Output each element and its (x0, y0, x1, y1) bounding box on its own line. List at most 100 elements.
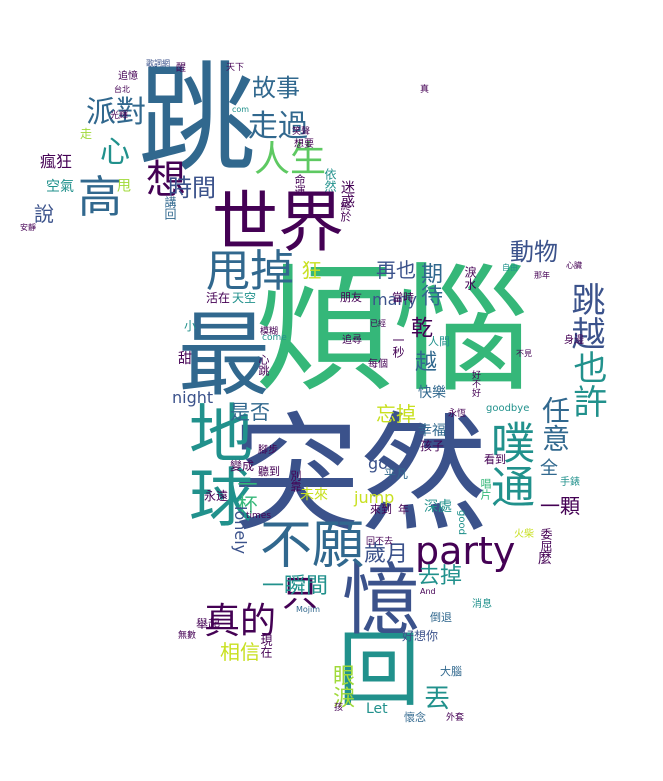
word-feng-kuang: 瘋狂 (40, 152, 73, 171)
word-yi-shun-jian: 一瞬間 (262, 574, 329, 599)
word-xiao-sheng: 笑聲 (292, 127, 311, 137)
word-dong-wu: 動物 (510, 238, 558, 266)
word-shi-fou: 是否 (230, 400, 270, 424)
word-sui-yue: 歲月 (364, 542, 409, 567)
word-di-qiu: 地球 (178, 400, 252, 528)
word-yue: 越 (411, 350, 436, 372)
word-an-jing: 安靜 (20, 223, 36, 232)
word-yi-bei: 一杯 (234, 474, 258, 514)
word-shen-bian: 身邊 (564, 335, 584, 346)
word-tu-ran: 突然 (232, 401, 489, 550)
word-come: come (262, 333, 287, 343)
word-zai-ye: 再也 (376, 258, 416, 282)
word-ju-qi: 舉起 (196, 617, 221, 631)
word-ye-xu: 也許 (567, 350, 607, 418)
word-zhi: 只 (276, 574, 317, 610)
word-com: com (232, 105, 250, 114)
word-xiang-xin: 相信 (220, 640, 260, 664)
word-qi-dai: 期待 (417, 262, 442, 306)
word-nian: 年 (398, 503, 409, 516)
word-ren-yi: 任意 (538, 396, 571, 452)
word-shuo: 說 (34, 202, 54, 226)
word-mojim: Mojim (296, 605, 321, 614)
word-zou-guo: 走過 (248, 109, 308, 144)
word-bie-kao: 別靠 (289, 470, 302, 492)
word-hui-bu-qu: 回不去 (366, 537, 394, 547)
word-huai-nian: 懷念 (404, 711, 426, 724)
word-bu-yuan: 不願 (260, 516, 365, 576)
word-shi-jian: 時間 (168, 174, 216, 202)
word-lonely: lonely (231, 506, 250, 555)
word-ge-ci: 歌詞網 (146, 59, 170, 68)
word-xing-fu: 幸福 (418, 423, 446, 439)
word-tian-kong: 天空 (232, 291, 257, 305)
word-xiang: 想 (139, 158, 185, 198)
word-zhen-de: 真的 (204, 601, 277, 642)
word-me: 麼 (538, 551, 552, 567)
word-qu-diao: 去掉 (418, 564, 463, 589)
word-da-nao: 大腦 (440, 665, 462, 678)
word-tiao-yue: 跳越 (565, 282, 605, 350)
word-xin-tiao: 心跳 (257, 354, 270, 376)
word-yan-lei: 眼淚 (329, 664, 354, 708)
word-hao-xiang-ni: 好想你 (402, 629, 439, 643)
word-shuai: 甩 (115, 178, 131, 192)
word-wang-diao: 忘掉 (376, 402, 416, 426)
word-good: good (456, 510, 467, 535)
word-jiang-hui: 講回 (163, 196, 177, 220)
word-mi-huo: 迷惑 (339, 180, 355, 208)
word-goodbye: goodbye (486, 403, 530, 414)
word-shuai-diao: 甩掉 (206, 246, 294, 297)
word-ping-fan: 平凡 (384, 467, 409, 481)
word-peng-you: 朋友 (340, 291, 362, 304)
word-xiang-yao: 想要 (294, 139, 314, 150)
word-zhui-yi: 追憶 (118, 71, 138, 82)
word-zi-you: 自由 (502, 263, 518, 272)
word-and: And (420, 587, 436, 596)
word-fan-nao: 煩惱 (255, 250, 532, 411)
word-wei-qu: 委屈 (539, 528, 553, 552)
word-kan-dao: 看到 (484, 453, 506, 466)
word-hui: 回 (338, 623, 421, 718)
word-night: night (172, 388, 214, 407)
word-tian-xia: 天下 (226, 63, 245, 73)
word-shi-jie: 世界 (212, 184, 344, 261)
word-zui: 最 (178, 302, 271, 409)
word-hai: 孩 (334, 703, 344, 713)
word-pu-tong: 噗通 (483, 420, 534, 508)
word-bu-fa: 腳步 (258, 445, 278, 456)
word-yong-yuan: 永遠 (204, 489, 229, 503)
word-lai-dao: 來到 (370, 503, 392, 516)
word-zhong-yu: 終於 (339, 200, 352, 222)
word-party: party (415, 529, 516, 573)
word-kuang: 狂 (298, 260, 322, 280)
word-ren-jian: 人間 (428, 335, 450, 348)
word-mei-ge: 每個 (368, 359, 388, 370)
word-yong-heng: 永恆 (448, 409, 467, 419)
word-kuai-le: 快樂 (418, 385, 446, 401)
word-huo-zai: 活在 (206, 291, 231, 305)
word-mo-hu: 模糊 (260, 327, 279, 337)
word-yi-ke: 一顆 (540, 494, 580, 518)
word-bian-cheng: 變成 (230, 459, 255, 473)
word-yi-pei: 已經 (370, 319, 386, 328)
word-xin-zang: 心臟 (566, 261, 582, 270)
word-qian: 乾 (407, 316, 432, 338)
word-hao-bu-hao: 好不好 (470, 370, 480, 397)
word-huo-che: 火柴 (514, 529, 534, 540)
word-chang-pian: 唱片 (479, 478, 492, 500)
word-shen-chu: 深處 (424, 499, 452, 515)
word-quan: 全 (540, 458, 558, 479)
word-wai-ke: 外套 (446, 713, 465, 723)
word-wu-shu: 無數 (178, 631, 197, 641)
word-hai-zi: 孩子 (420, 439, 445, 453)
word-wei-lai: 未來 (300, 487, 328, 503)
word-yi-ran: 依然 (323, 168, 337, 192)
word-gu-shi: 故事 (252, 74, 300, 102)
word-gao: 高 (78, 172, 122, 223)
word-jump: jump (354, 488, 395, 507)
word-dang-shi: 當時 (392, 291, 414, 304)
word-ting-dao: 聽到 (258, 465, 280, 478)
word-tai-bei: 台北 (114, 85, 130, 94)
